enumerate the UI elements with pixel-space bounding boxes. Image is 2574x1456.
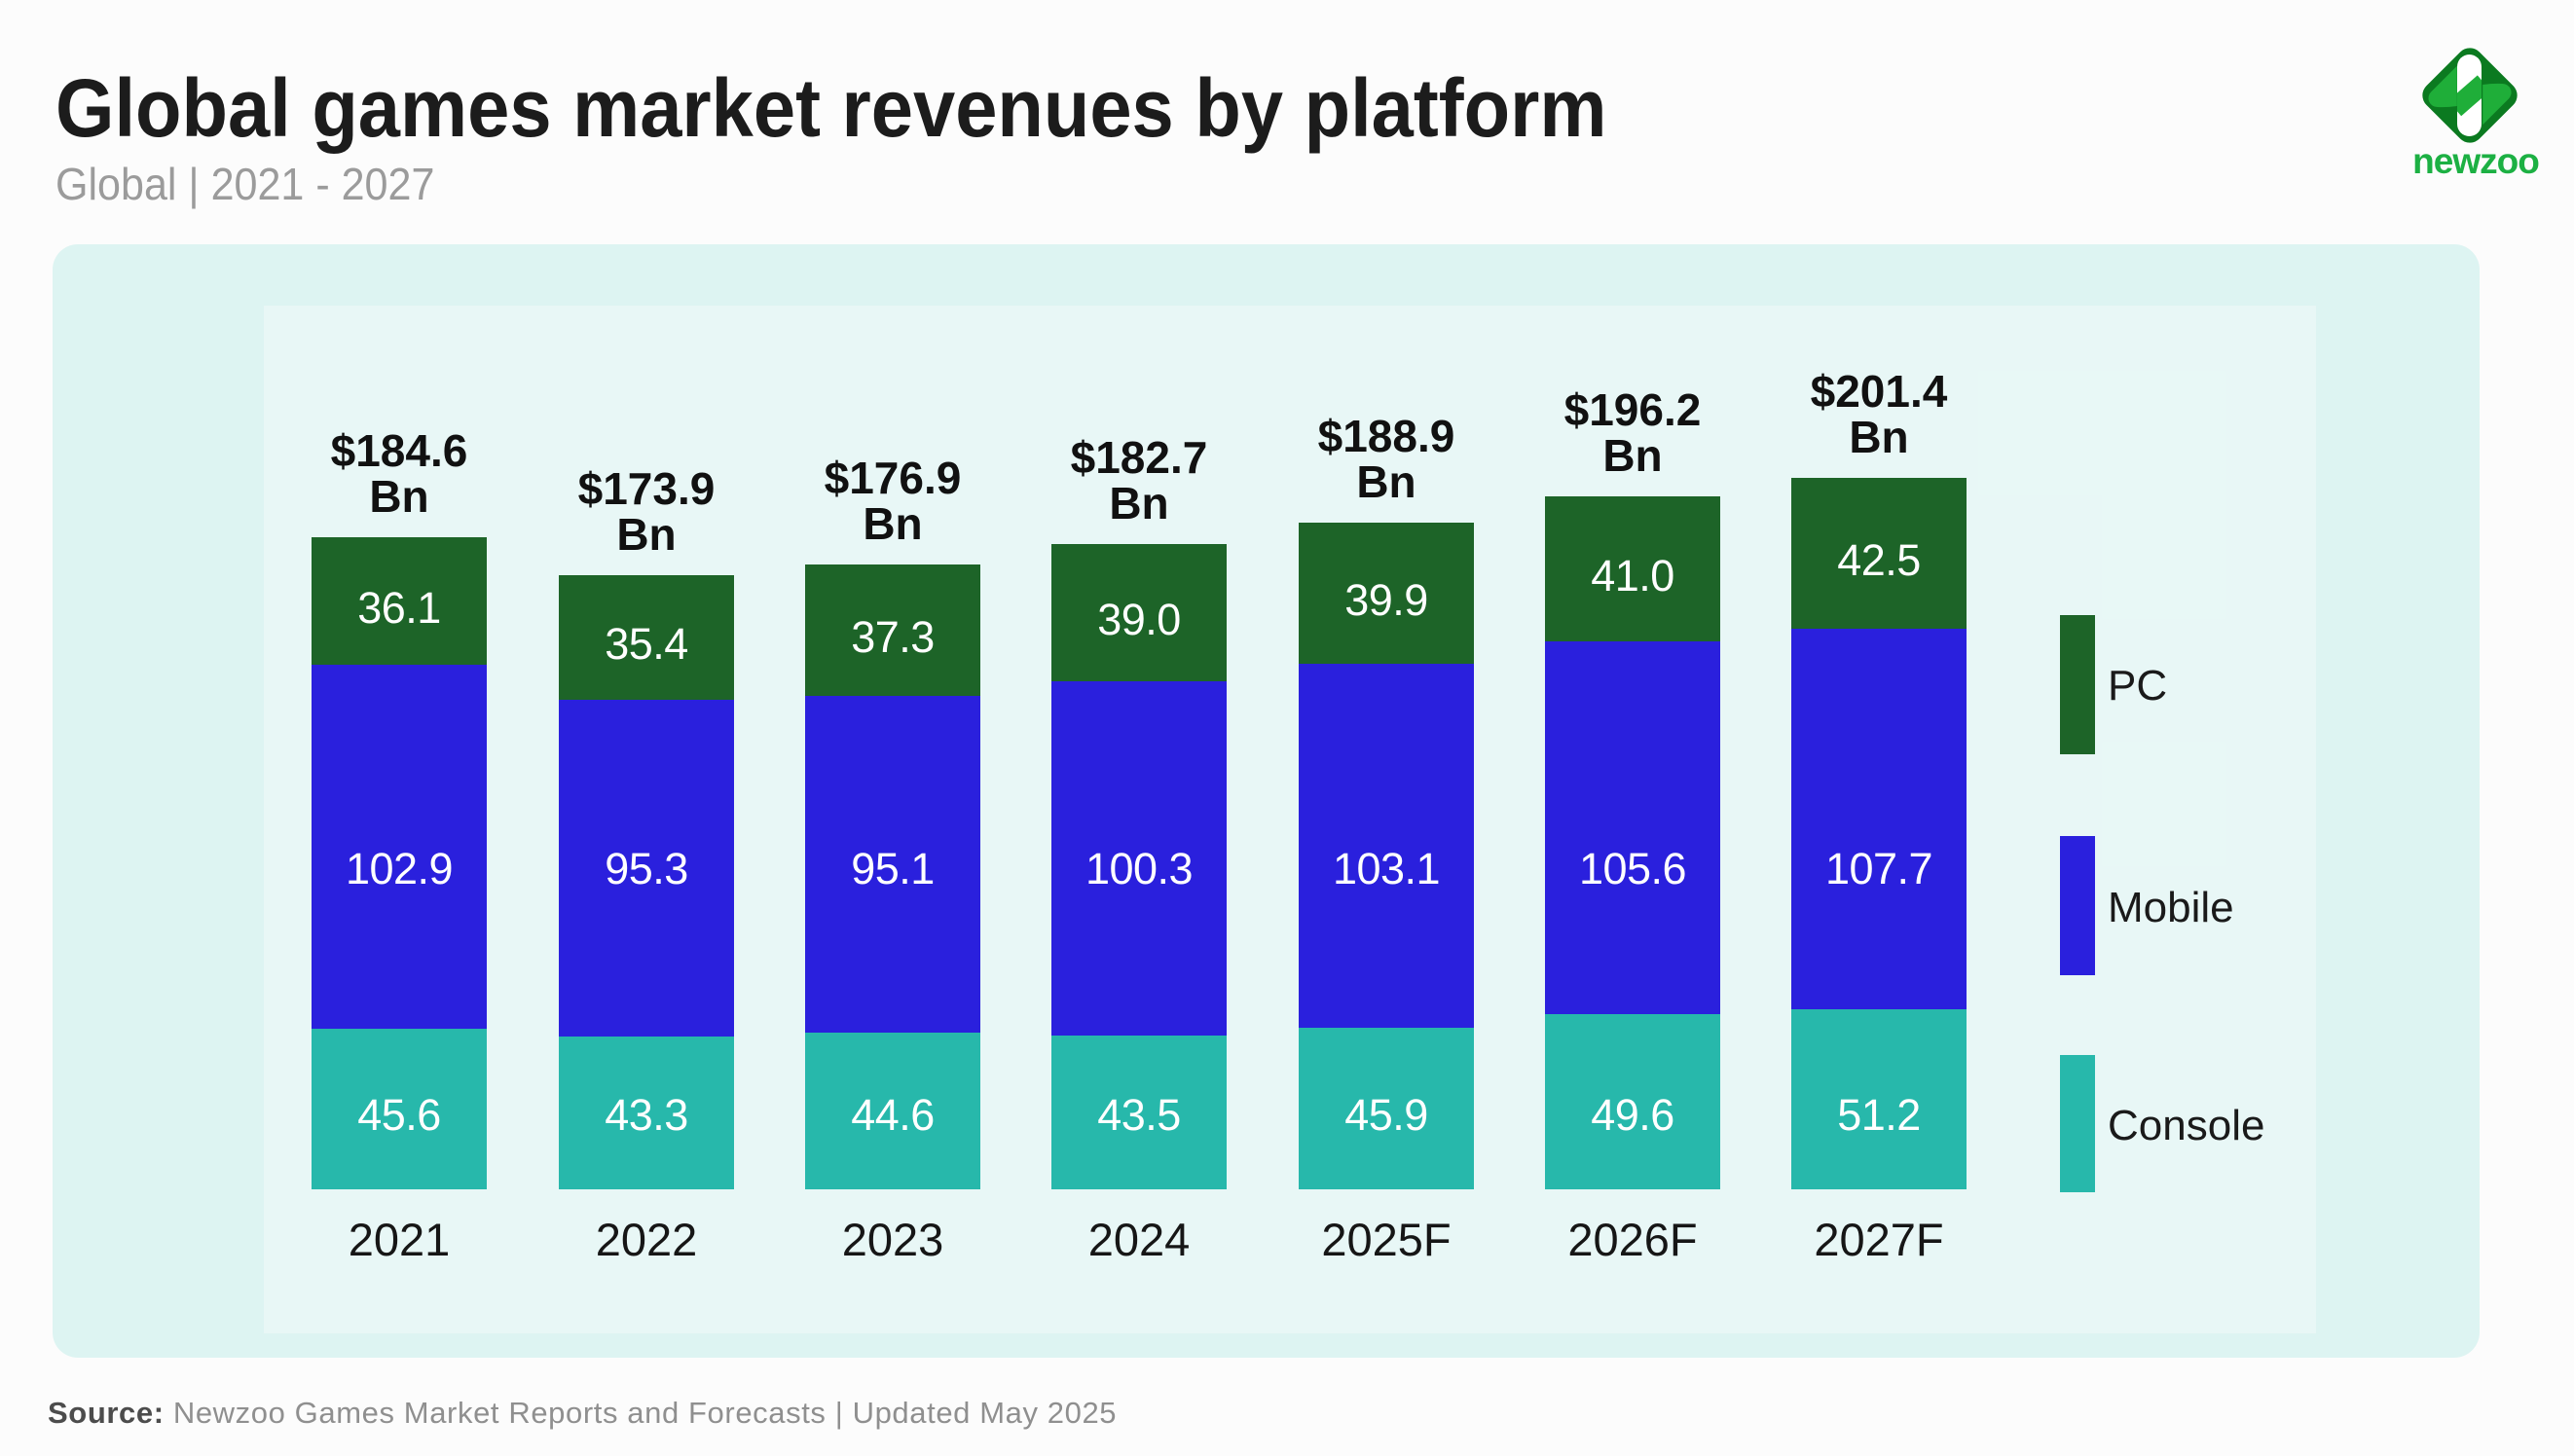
- svg-text:newzoo: newzoo: [2412, 141, 2539, 178]
